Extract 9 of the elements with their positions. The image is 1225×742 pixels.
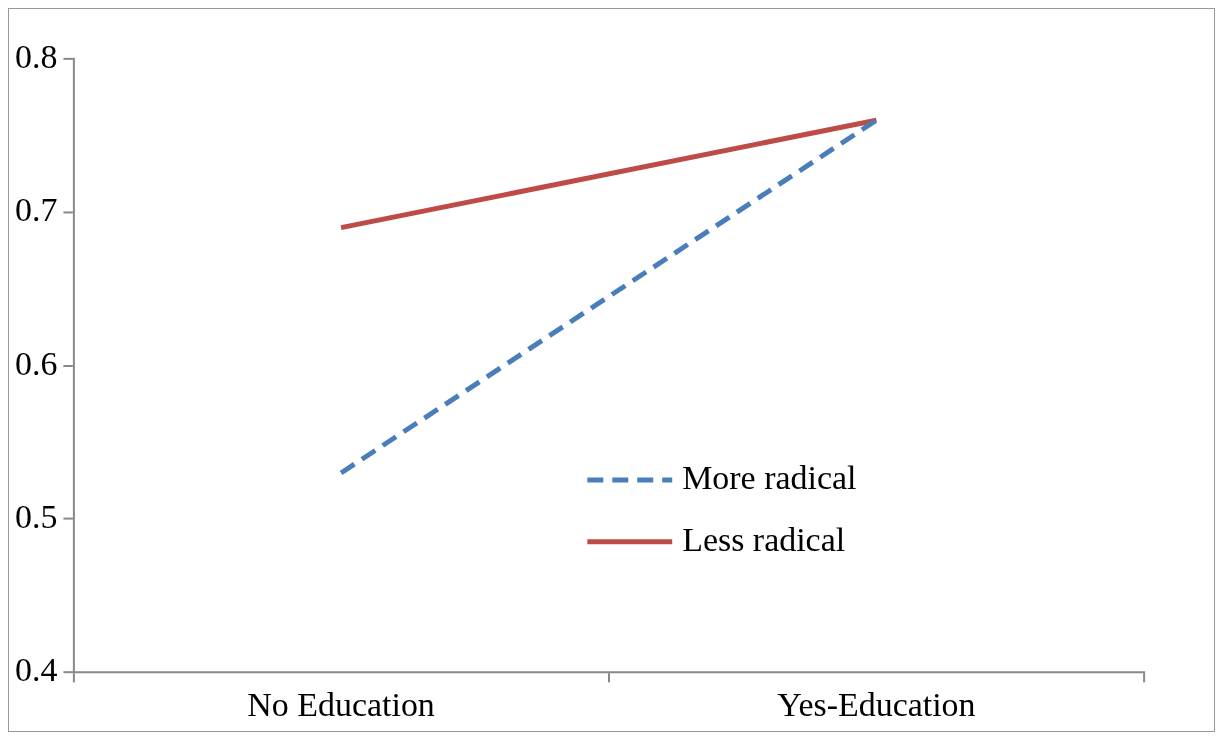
legend-label: More radical [682,458,857,496]
legend-label: Less radical [682,520,846,558]
x-tick-label: No Education [247,685,435,723]
y-tick-label: 0.5 [15,497,58,535]
x-tick-label: Yes-Education [777,685,976,723]
y-tick-label: 0.7 [15,191,58,229]
y-tick-label: 0.6 [15,344,58,382]
y-tick-label: 0.4 [15,651,58,689]
y-tick-label: 0.8 [15,37,58,75]
